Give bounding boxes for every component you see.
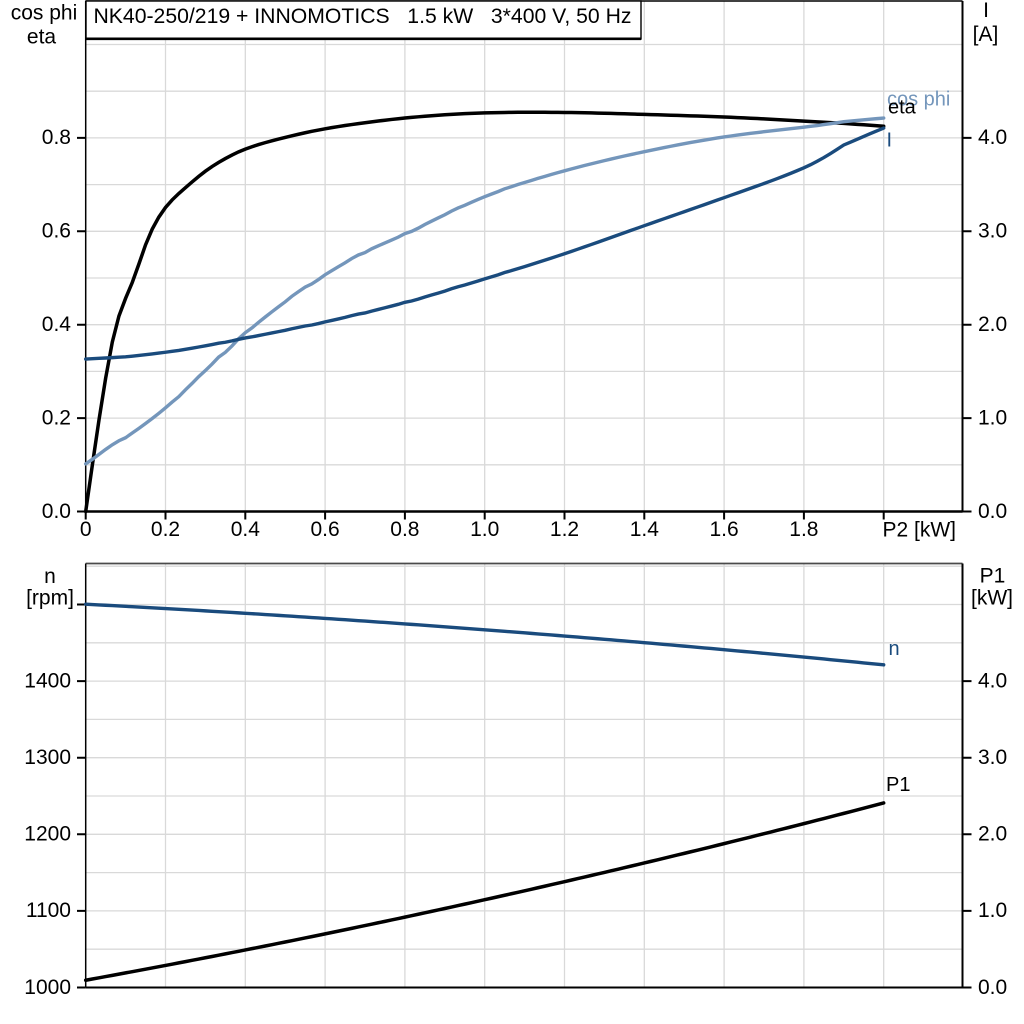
svg-text:4.0: 4.0 — [978, 669, 1007, 692]
svg-text:0: 0 — [80, 518, 92, 541]
svg-text:0.4: 0.4 — [231, 518, 261, 541]
svg-text:n: n — [44, 565, 56, 588]
svg-text:[rpm]: [rpm] — [26, 587, 74, 610]
svg-text:cos phi: cos phi — [11, 2, 78, 25]
svg-text:I: I — [887, 129, 893, 151]
svg-text:0.4: 0.4 — [42, 313, 72, 336]
svg-text:3.0: 3.0 — [978, 220, 1007, 243]
svg-text:0.2: 0.2 — [42, 406, 71, 429]
svg-text:1400: 1400 — [24, 669, 71, 692]
svg-text:eta: eta — [888, 97, 917, 119]
svg-text:1.0: 1.0 — [978, 899, 1007, 922]
svg-text:0.0: 0.0 — [978, 976, 1007, 999]
svg-text:cos phi: cos phi — [887, 89, 950, 111]
svg-text:1.6: 1.6 — [709, 518, 738, 541]
svg-text:0.2: 0.2 — [151, 518, 180, 541]
svg-text:0.8: 0.8 — [390, 518, 419, 541]
svg-text:0.0: 0.0 — [978, 500, 1007, 523]
svg-text:I: I — [983, 0, 989, 22]
svg-text:1300: 1300 — [24, 746, 71, 769]
svg-text:[A]: [A] — [973, 23, 999, 46]
svg-text:1000: 1000 — [24, 976, 71, 999]
svg-text:3.0: 3.0 — [978, 746, 1007, 769]
svg-text:1200: 1200 — [24, 823, 71, 846]
svg-text:0.0: 0.0 — [42, 500, 71, 523]
svg-text:n: n — [889, 638, 900, 660]
svg-text:1.0: 1.0 — [470, 518, 499, 541]
svg-text:P1: P1 — [886, 774, 910, 796]
svg-text:eta: eta — [27, 26, 57, 49]
svg-text:0.6: 0.6 — [310, 518, 339, 541]
svg-text:1.8: 1.8 — [789, 518, 818, 541]
svg-text:2.0: 2.0 — [978, 313, 1007, 336]
svg-text:P1: P1 — [980, 565, 1006, 588]
svg-text:1.0: 1.0 — [978, 406, 1007, 429]
svg-text:NK40-250/219 + INNOMOTICS 1.: NK40-250/219 + INNOMOTICS 1.5 kW 3*400 V… — [94, 5, 632, 28]
svg-text:1.4: 1.4 — [630, 518, 660, 541]
svg-text:P2 [kW]: P2 [kW] — [883, 519, 957, 542]
svg-text:4.0: 4.0 — [978, 126, 1007, 149]
svg-text:[kW]: [kW] — [971, 587, 1013, 610]
svg-text:1100: 1100 — [26, 899, 71, 922]
svg-text:1.2: 1.2 — [550, 518, 579, 541]
svg-text:2.0: 2.0 — [978, 823, 1007, 846]
svg-text:0.6: 0.6 — [42, 220, 71, 243]
svg-text:0.8: 0.8 — [42, 126, 71, 149]
